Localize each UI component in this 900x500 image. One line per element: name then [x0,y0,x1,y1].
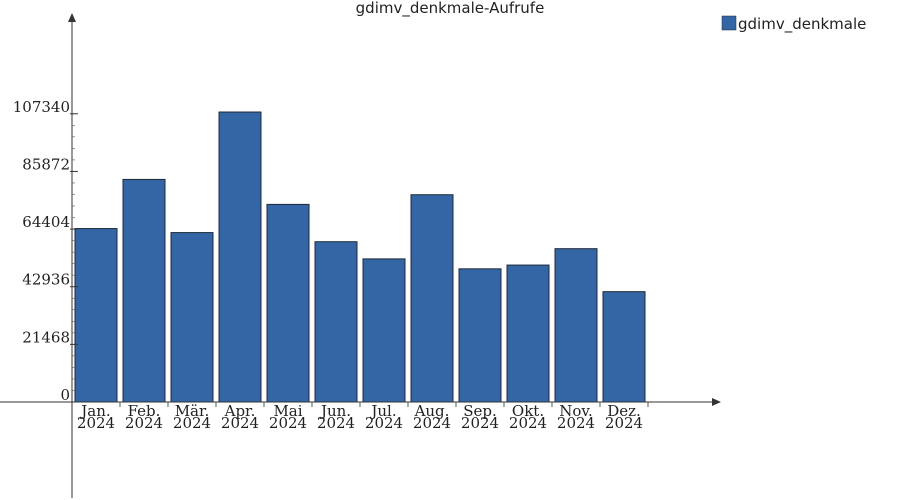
y-tick-label: 64404 [22,213,70,231]
legend: gdimv_denkmale [721,15,866,34]
legend-label: gdimv_denkmale [738,15,866,34]
bar [122,178,166,403]
bar [554,248,598,403]
x-axis: Jan. 2024 Feb. 2024 Mär. 2024 Apr. 2024 Mai 2024 J… [0,398,721,432]
x-tick-label: Mai 2024 [269,402,307,432]
y-axis-arrow [68,13,76,22]
x-tick-label: Dez. 2024 [605,402,643,432]
x-tick-label: Feb. 2024 [125,402,163,432]
bar [602,291,646,403]
y-tick-label: 0 [60,386,70,404]
bar [218,111,262,403]
bar [506,264,550,403]
x-tick-label: Apr. 2024 [221,402,259,432]
chart-title: gdimv_denkmale-Aufrufe [356,0,545,18]
legend-swatch [721,15,737,31]
y-tick-label: 42936 [22,271,70,289]
bars-group [74,111,646,403]
bar [458,268,502,403]
x-axis-arrow [712,398,721,406]
bar [74,228,118,403]
y-axis: 0 21468 42936 64404 85872 107340 [13,13,78,498]
x-tick-label: Sep. 2024 [461,402,499,432]
bar [170,232,214,403]
x-tick-label: Mär. 2024 [173,402,211,432]
y-tick-label: 21468 [22,328,70,346]
x-tick-label: Jan. 2024 [77,402,115,432]
x-tick-label: Aug. 2024 [413,402,451,432]
x-tick-label: Nov. 2024 [557,402,595,432]
x-tick-label: Jun. 2024 [317,402,355,432]
bar [266,203,310,403]
bar [410,194,454,403]
y-tick-label: 107340 [13,98,70,116]
y-tick-label: 85872 [22,155,70,173]
x-tick-label: Okt. 2024 [509,402,547,432]
bar [314,241,358,403]
x-tick-label: Jul. 2024 [365,402,403,432]
bar [362,258,406,403]
